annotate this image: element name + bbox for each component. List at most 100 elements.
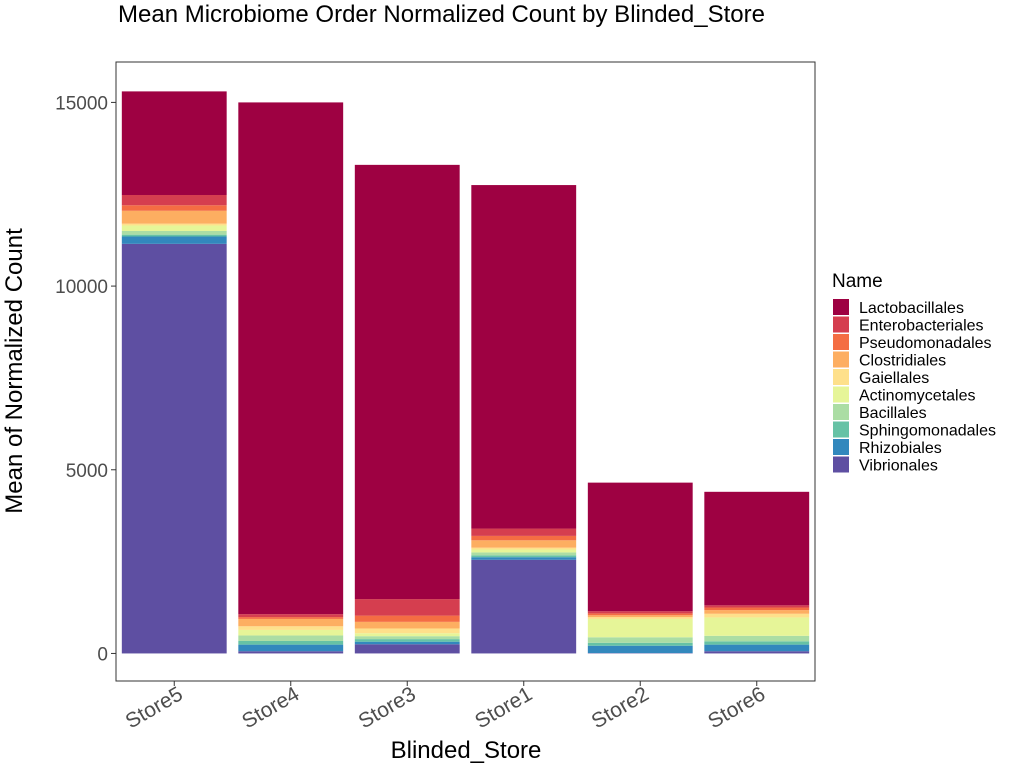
legend-swatch-actinomycetales — [833, 386, 849, 403]
bar-segment-store4-enterobacteriales — [238, 614, 344, 618]
bar-segment-store4-bacillales — [238, 635, 344, 641]
bar-segment-store2-bacillales — [587, 637, 693, 643]
legend-label-pseudomonadales: Pseudomonadales — [859, 335, 992, 352]
bar-segment-store3-actinomycetales — [354, 633, 460, 637]
bar-segment-store5-pseudomonadales — [121, 205, 227, 211]
y-tick-label: 10000 — [55, 277, 108, 298]
bar-segment-store5-lactobacillales — [121, 91, 227, 195]
legend-swatch-gaiellales — [833, 369, 849, 385]
bar-segment-store6-sphingomonadales — [704, 641, 810, 645]
bar-segment-store1-bacillales — [471, 552, 577, 556]
legend-swatch-enterobacteriales — [833, 316, 849, 333]
bar-segment-store1-gaiellales — [471, 547, 577, 550]
x-axis-title: Blinded_Store — [391, 737, 542, 764]
bar-segment-store1-lactobacillales — [471, 185, 577, 529]
legend-swatch-lactobacillales — [833, 299, 849, 315]
legend-label-vibrionales: Vibrionales — [859, 458, 938, 475]
y-tick-label: 15000 — [55, 93, 108, 114]
bar-segment-store3-sphingomonadales — [354, 639, 460, 642]
legend-items: LactobacillalesEnterobacterialesPseudomo… — [833, 299, 996, 475]
y-axis: 0 5000 10000 15000 — [55, 93, 116, 665]
x-tick-label-store1: Store1 — [471, 682, 536, 733]
y-tick-label: 5000 — [66, 461, 108, 482]
bar-segment-store1-rhizobiales — [471, 557, 577, 560]
legend-label-clostridiales: Clostridiales — [859, 353, 946, 370]
x-tick-label-store2: Store2 — [588, 682, 653, 733]
bar-segment-store5-sphingomonadales — [121, 234, 227, 237]
bar-segment-store4-vibrionales — [238, 651, 344, 654]
bar-segment-store2-gaiellales — [587, 617, 693, 619]
bar-segment-store6-enterobacteriales — [704, 605, 810, 608]
bar-segment-store6-bacillales — [704, 635, 810, 642]
legend-swatch-pseudomonadales — [833, 334, 849, 350]
legend-title: Name — [832, 271, 883, 292]
bars-group — [121, 91, 810, 654]
legend-label-rhizobiales: Rhizobiales — [859, 440, 942, 457]
bar-segment-store4-sphingomonadales — [238, 640, 344, 645]
legend-label-sphingomonadales: Sphingomonadales — [859, 423, 996, 440]
bar-segment-store2-enterobacteriales — [587, 611, 693, 614]
bar-segment-store3-vibrionales — [354, 644, 460, 654]
x-tick-label-store3: Store3 — [355, 682, 420, 733]
x-tick-label-store6: Store6 — [704, 682, 769, 733]
legend-swatch-vibrionales — [833, 456, 849, 473]
bar-segment-store4-lactobacillales — [238, 102, 344, 615]
bar-segment-store5-bacillales — [121, 230, 227, 235]
bar-segment-store5-clostridiales — [121, 210, 227, 224]
bar-segment-store1-enterobacteriales — [471, 528, 577, 536]
bar-segment-store1-clostridiales — [471, 540, 577, 548]
chart-title: Mean Microbiome Order Normalized Count b… — [118, 1, 765, 28]
bar-segment-store3-bacillales — [354, 636, 460, 640]
bar-segment-store6-rhizobiales — [704, 644, 810, 652]
bar-segment-store3-lactobacillales — [354, 164, 460, 600]
bar-segment-store5-enterobacteriales — [121, 194, 227, 206]
bar-segment-store4-pseudomonadales — [238, 617, 344, 619]
bar-segment-store3-pseudomonadales — [354, 615, 460, 622]
bar-segment-store2-sphingomonadales — [587, 642, 693, 646]
bar-segment-store4-rhizobiales — [238, 644, 344, 652]
legend: Name LactobacillalesEnterobacterialesPse… — [832, 271, 996, 475]
x-tick-label-store4: Store4 — [238, 682, 303, 733]
bar-segment-store1-actinomycetales — [471, 549, 577, 553]
legend-swatch-sphingomonadales — [833, 421, 849, 438]
bar-segment-store2-pseudomonadales — [587, 613, 693, 616]
bar-segment-store4-clostridiales — [238, 618, 344, 627]
legend-swatch-clostridiales — [833, 351, 849, 368]
bar-segment-store2-rhizobiales — [587, 645, 693, 654]
bar-segment-store2-clostridiales — [587, 615, 693, 618]
bar-segment-store1-sphingomonadales — [471, 555, 577, 558]
bar-segment-store5-vibrionales — [121, 243, 227, 654]
bar-segment-store6-lactobacillales — [704, 491, 810, 606]
legend-label-gaiellales: Gaiellales — [859, 370, 929, 387]
bar-segment-store6-vibrionales — [704, 651, 810, 654]
legend-swatch-bacillales — [833, 404, 849, 420]
bar-segment-store4-gaiellales — [238, 626, 344, 630]
x-tick-label-store5: Store5 — [122, 682, 187, 733]
y-tick-label: 0 — [97, 644, 108, 665]
legend-label-actinomycetales: Actinomycetales — [859, 388, 976, 405]
bar-segment-store5-rhizobiales — [121, 236, 227, 244]
bar-segment-store2-actinomycetales — [587, 618, 693, 638]
plot-panel-border — [115, 61, 816, 682]
bar-segment-store1-vibrionales — [471, 559, 577, 654]
bar-segment-store5-actinomycetales — [121, 225, 227, 231]
bar-segment-store6-clostridiales — [704, 610, 810, 614]
bar-segment-store6-pseudomonadales — [704, 607, 810, 611]
bar-segment-store3-gaiellales — [354, 628, 460, 634]
y-axis-title: Mean of Normalized Count — [1, 228, 28, 514]
x-axis: Store5 Store4 Store3 Store1 Store2 Store6 — [122, 681, 769, 733]
legend-label-bacillales: Bacillales — [859, 405, 927, 422]
legend-label-enterobacteriales: Enterobacteriales — [859, 318, 984, 335]
bar-segment-store2-lactobacillales — [587, 482, 693, 612]
bar-segment-store5-gaiellales — [121, 223, 227, 226]
bar-segment-store3-enterobacteriales — [354, 599, 460, 616]
bar-segment-store6-gaiellales — [704, 613, 810, 618]
bar-segment-store1-pseudomonadales — [471, 535, 577, 541]
bar-segment-store3-rhizobiales — [354, 641, 460, 645]
legend-swatch-rhizobiales — [833, 439, 849, 455]
legend-label-lactobacillales: Lactobacillales — [859, 300, 964, 317]
bar-segment-store4-actinomycetales — [238, 629, 344, 636]
bar-segment-store3-clostridiales — [354, 621, 460, 629]
bar-segment-store6-actinomycetales — [704, 617, 810, 636]
